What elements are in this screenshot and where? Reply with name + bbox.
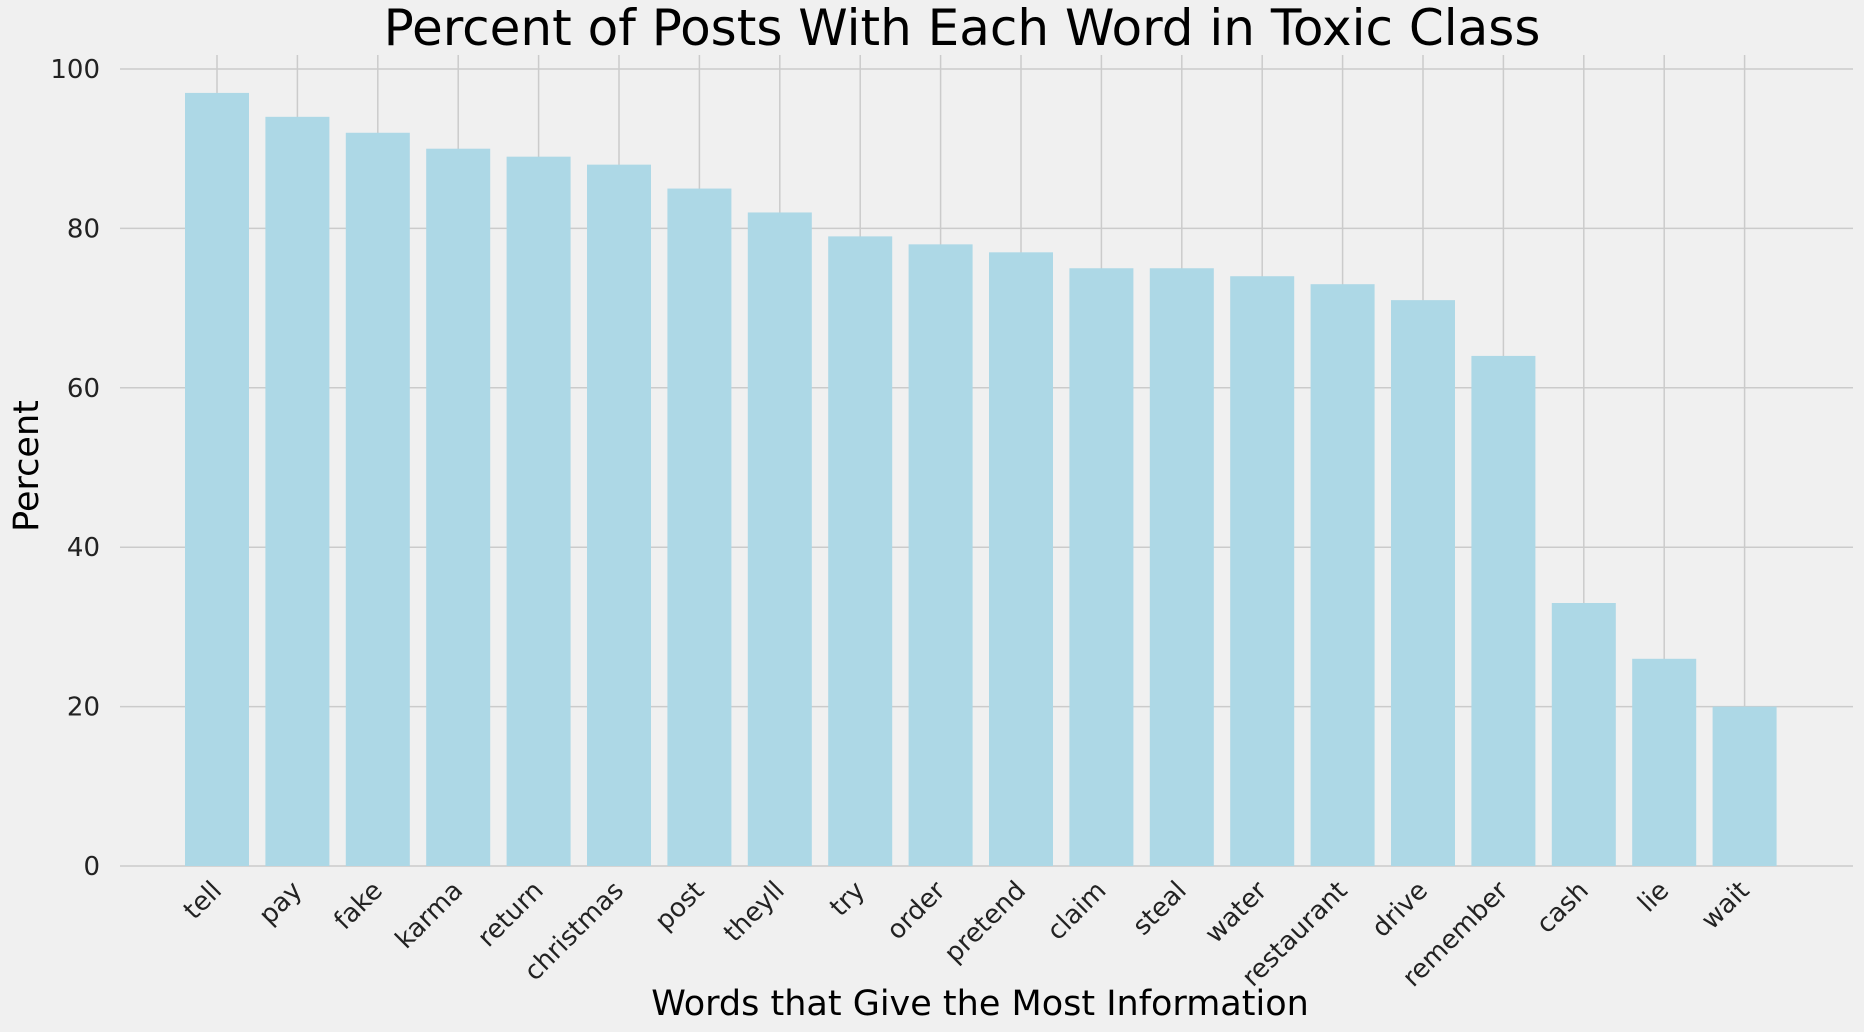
bar-order: [908, 244, 973, 867]
bar-fake: [345, 132, 410, 866]
bar-wait: [1712, 706, 1777, 866]
y-tick-label: 20: [67, 693, 100, 723]
x-axis-label: Words that Give the Most Information: [651, 984, 1309, 1024]
bar-return: [506, 156, 571, 867]
bar-lie: [1632, 658, 1697, 866]
bar-remember: [1471, 355, 1536, 866]
bar-tell: [185, 92, 249, 866]
y-tick-label: 80: [67, 214, 100, 244]
y-tick-label: 40: [67, 533, 100, 563]
bar-karma: [426, 148, 491, 866]
chart-title: Percent of Posts With Each Word in Toxic…: [384, 0, 1541, 57]
y-tick-label: 100: [50, 55, 100, 85]
bar-theyll: [747, 212, 812, 866]
bar-cash: [1551, 602, 1616, 866]
bar-drive: [1391, 300, 1455, 866]
bar-pay: [265, 116, 330, 866]
bar-pretend: [989, 252, 1053, 866]
y-tick-label: 60: [67, 374, 100, 404]
y-axis-label: Percent: [7, 400, 47, 532]
y-axis-ticks: 0 20 40 60 80 100: [50, 55, 100, 882]
bar-steal: [1149, 268, 1214, 866]
bar-claim: [1069, 268, 1134, 866]
y-tick-label: 0: [83, 852, 100, 882]
bar-christmas: [587, 164, 651, 866]
bar-post: [667, 188, 732, 867]
bar-water: [1230, 276, 1295, 867]
bar-restaurant: [1310, 284, 1375, 866]
bars: [185, 92, 1777, 867]
bar-try: [828, 236, 893, 866]
